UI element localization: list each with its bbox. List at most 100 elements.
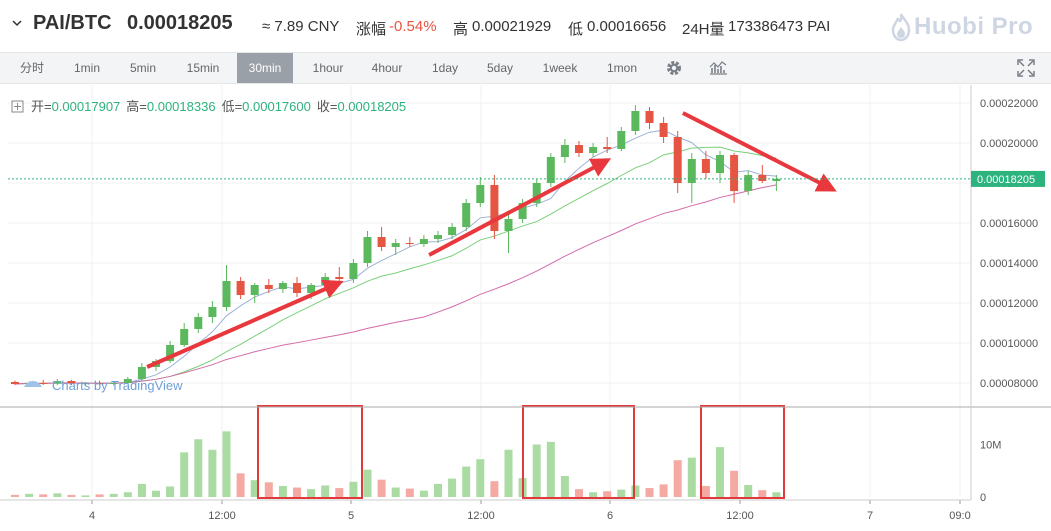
volume-bar [659,484,668,497]
volume-bar [434,483,442,497]
volume-bar [208,449,217,497]
interval-5day[interactable]: 5day [486,61,514,75]
volume-value: 173386473 PAI [728,18,831,35]
interval-1week[interactable]: 1week [542,61,578,75]
volume-bar [278,485,287,497]
last-price: 0.00018205 [127,12,233,34]
candle-body [645,111,654,123]
legend-collapse-icon[interactable] [11,100,24,113]
last-price-label: 0.00018205 [977,174,1035,186]
volume-bar [391,487,400,497]
price-tick-label: 0.00014000 [980,258,1038,270]
change-label: 涨幅 [356,21,387,38]
candle-body [434,235,442,239]
price-tick-label: 0.00016000 [980,218,1038,230]
candle-body [236,281,245,295]
trend-arrow [428,158,612,257]
candle-body [490,185,499,231]
low-value: 0.00016656 [587,18,667,35]
candle-body [123,379,132,383]
interval-1day[interactable]: 1day [431,61,459,75]
volume-bar [11,494,19,497]
trend-arrow [146,279,344,369]
volume-bar [67,494,76,497]
interval-toolbar: 分时 1min 5min 15min 30min 1hour 4hour 1da… [0,52,1051,84]
interval-1min[interactable]: 1min [73,61,100,75]
tradingview-watermark[interactable]: Charts by TradingView [24,378,183,393]
candle-body [560,145,569,157]
candle-body [419,239,428,244]
volume-bar [222,431,231,497]
price-tick-label: 0.00012000 [980,298,1038,310]
interval-1hour[interactable]: 1hour [312,61,344,75]
interval-tick[interactable]: 分时 [19,61,44,75]
candle-body [109,383,118,384]
candle-body [81,383,90,385]
volume-bar [673,460,682,497]
volume-bar [109,493,118,497]
high-label-legend: 高= [126,99,147,114]
chevron-down-icon[interactable] [12,18,22,28]
interval-30min[interactable]: 30min [237,53,293,83]
candle-body [208,307,217,317]
volume-bar [645,488,654,497]
time-tick-label: 4 [89,510,95,522]
close-value-legend: 0.00018205 [337,99,406,114]
volume-bar [236,473,245,497]
tradingview-cloud-icon [24,381,42,387]
candle-body [504,219,513,231]
watermark-text: Charts by TradingView [52,378,183,393]
settings-icon[interactable] [664,59,684,77]
volume-bar [716,447,724,497]
volume-highlight-box [700,405,785,499]
indicators-icon[interactable] [708,59,728,77]
candle-body [278,283,287,289]
volume-bar [39,494,48,497]
candle-body [391,243,400,247]
volume-bar [363,469,372,497]
cny-price: ≈ 7.89 CNY [262,18,340,35]
time-tick-label: 6 [607,510,613,522]
pair-name[interactable]: PAI/BTC [33,12,112,34]
volume-bar [560,476,569,497]
interval-1mon[interactable]: 1mon [606,61,638,75]
candle-body [448,227,457,235]
interval-4hour[interactable]: 4hour [371,61,403,75]
legend-plus-icon [14,103,21,110]
candle-body [180,329,189,345]
volume-tick-label: 10M [980,440,1001,452]
interval-5min[interactable]: 5min [129,61,156,75]
fullscreen-icon[interactable] [1016,59,1036,77]
candle-body [405,243,414,244]
interval-15min[interactable]: 15min [186,61,220,75]
candle-body [53,381,62,384]
volume-bar [405,488,414,497]
open-label: 开= [31,99,52,114]
price-chart[interactable]: 0.000220000.000200000.000180000.00016000… [0,85,1051,531]
huobi-logo: Huobi Pro [890,12,1045,42]
candle-body [250,285,259,295]
price-tick-label: 0.00008000 [980,378,1038,390]
logo-text: Huobi Pro [914,13,1034,40]
candle-body [476,185,485,203]
candle-body [335,277,344,279]
price-tick-label: 0.00022000 [980,98,1038,110]
volume-bar [476,459,485,497]
volume-bar [95,494,104,497]
volume-bar [166,486,175,497]
volume-bar [180,452,189,497]
volume-bar [462,466,471,497]
candle-body [730,155,739,191]
time-tick-label: 7 [867,510,873,522]
candle-body [546,157,555,183]
low-label-legend: 低= [222,99,243,114]
volume-bar [349,481,358,497]
candle-body [363,237,372,263]
time-tick-label: 5 [348,510,354,522]
time-tick-label: 12:00 [726,510,754,522]
volume-bar [53,493,62,497]
low-label: 低 [568,21,584,38]
volume-bar [589,492,598,497]
change-value: -0.54% [389,18,437,35]
high-value: 0.00021929 [472,18,552,35]
